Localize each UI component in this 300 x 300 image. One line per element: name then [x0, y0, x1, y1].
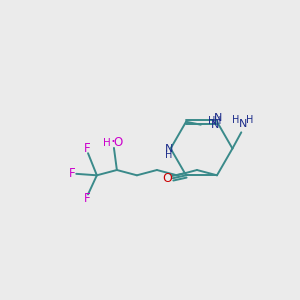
Text: O: O [114, 136, 123, 149]
Text: N: N [214, 113, 223, 123]
Text: H: H [208, 116, 215, 126]
Text: F: F [84, 142, 90, 155]
Text: F: F [68, 167, 75, 180]
Text: N: N [165, 143, 173, 154]
Text: ·: · [111, 135, 116, 150]
Text: H: H [103, 138, 110, 148]
Text: F: F [84, 192, 90, 206]
Text: O: O [162, 172, 172, 185]
Text: N: N [210, 120, 219, 130]
Text: H: H [246, 115, 253, 125]
Text: H: H [214, 116, 221, 126]
Text: H: H [232, 115, 239, 125]
Text: H: H [166, 150, 173, 160]
Text: N: N [238, 119, 247, 129]
